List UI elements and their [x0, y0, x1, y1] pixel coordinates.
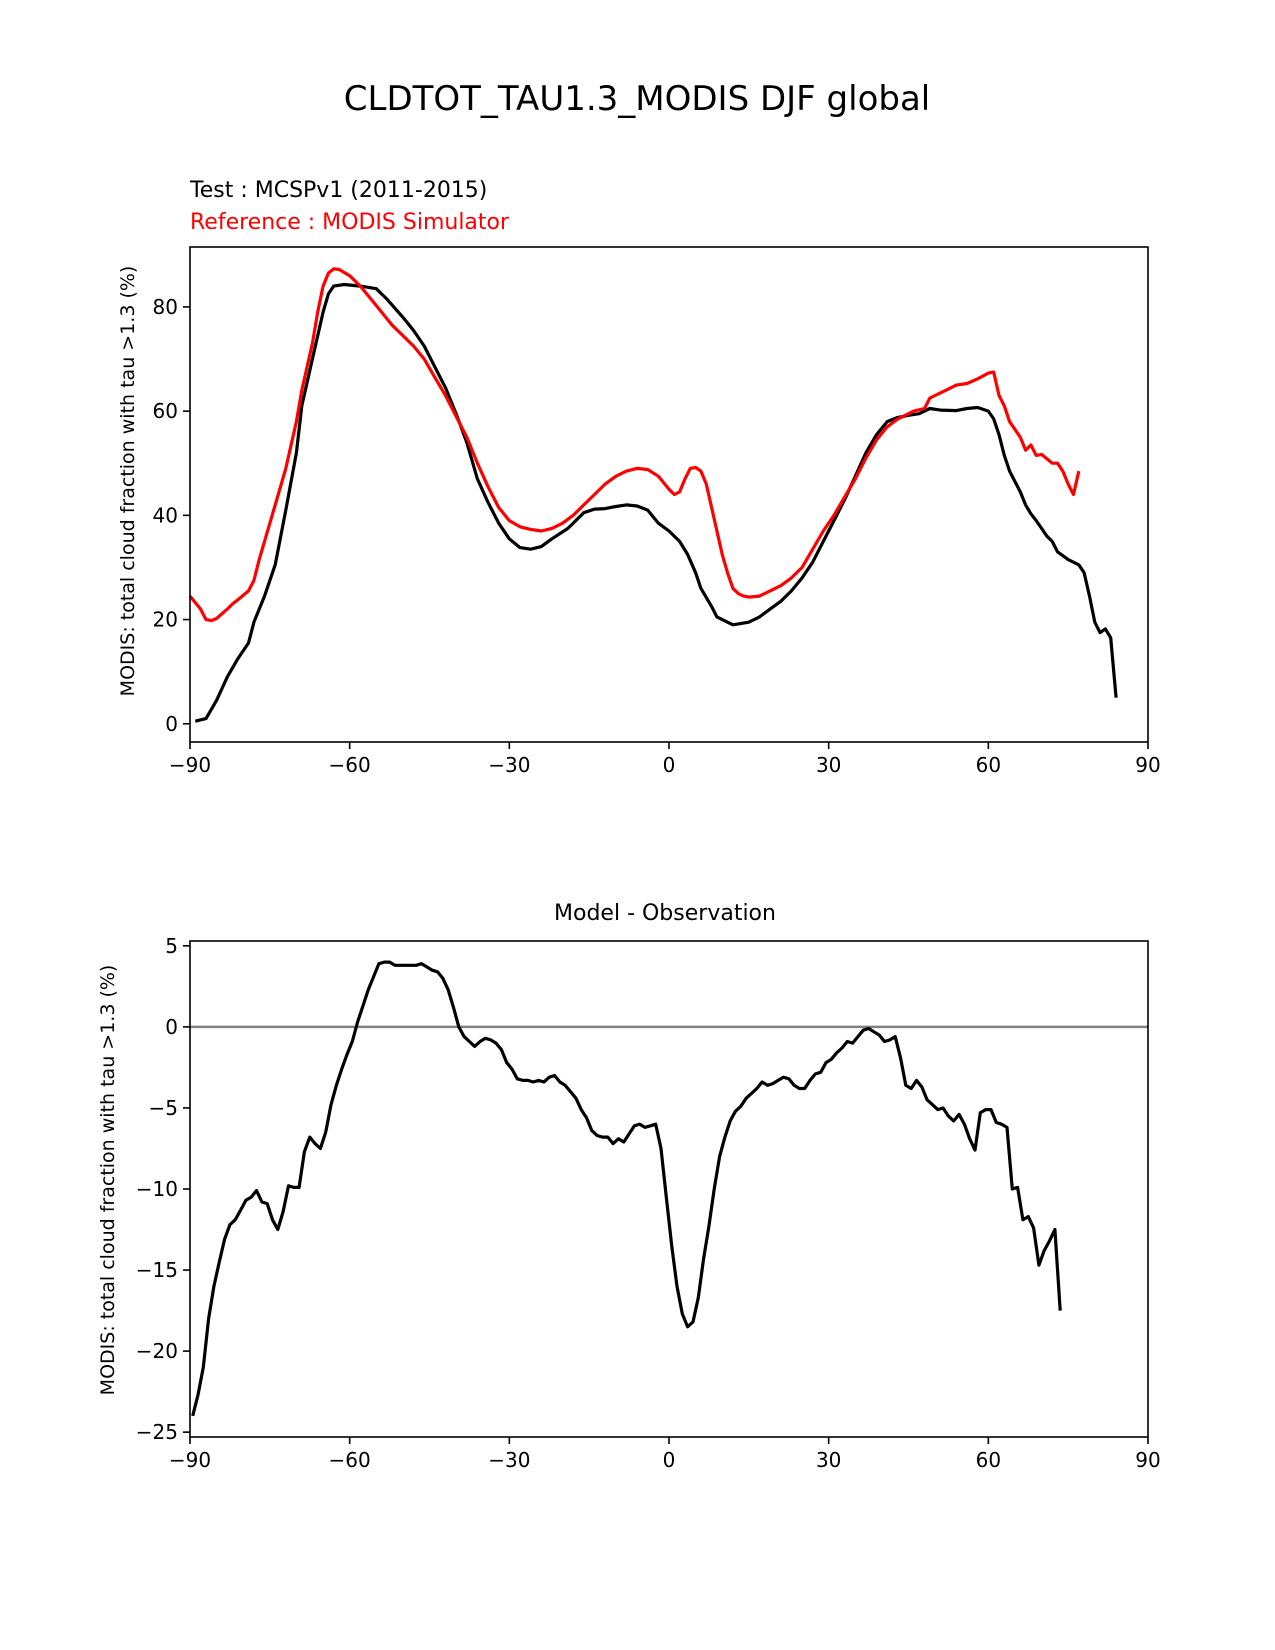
reference-label: Reference : MODIS Simulator [190, 210, 510, 235]
bottom-y-tick-label: −25 [136, 1420, 178, 1444]
top-y-tick-label: 60 [153, 399, 178, 423]
top-x-tick-label: −90 [169, 753, 211, 777]
top-y-tick-label: 40 [153, 503, 178, 527]
bottom-y-tick-label: −20 [136, 1339, 178, 1363]
bottom-x-tick-label: 0 [663, 1448, 676, 1472]
top-axes-frame [189, 246, 1149, 743]
bottom-y-tick-label: 0 [165, 1015, 178, 1039]
bottom-axes-frame [189, 940, 1149, 1438]
bottom-plot-area: −90 −60 −30 0 30 60 90 5 0 −5 −10 −15 −20 −25 [136, 934, 1161, 1472]
bottom-y-tick-label: 5 [165, 934, 178, 958]
bottom-y-tick-label: −10 [136, 1177, 178, 1201]
top-chart: Test : MCSPv1 (2011-2015) Reference : MO… [117, 178, 1161, 777]
bottom-chart: Model - Observation MODIS: total cloud f… [97, 901, 1161, 1472]
top-series-line-reference [188, 267, 1081, 623]
top-x-tick-label: 60 [976, 753, 1001, 777]
top-series-line-test [194, 282, 1118, 723]
bottom-chart-title: Model - Observation [554, 901, 776, 926]
top-x-tick-label: −60 [329, 753, 371, 777]
bottom-x-tick-label: −60 [329, 1448, 371, 1472]
top-y-tick-label: 20 [153, 608, 178, 632]
top-y-axis-label: MODIS: total cloud fraction with tau >1.… [117, 266, 139, 697]
top-x-tick-label: 30 [816, 753, 841, 777]
top-plot-area: −90 −60 −30 0 30 60 90 0 20 40 60 80 [153, 246, 1161, 777]
bottom-x-tick-label: −90 [169, 1448, 211, 1472]
bottom-x-tick-label: 90 [1135, 1448, 1160, 1472]
top-y-tick-label: 80 [153, 295, 178, 319]
top-x-tick-label: 90 [1135, 753, 1160, 777]
bottom-y-tick-label: −15 [136, 1258, 178, 1282]
bottom-x-tick-label: 30 [816, 1448, 841, 1472]
bottom-x-tick-label: −30 [488, 1448, 530, 1472]
figure-title: CLDTOT_TAU1.3_MODIS DJF global [344, 79, 930, 119]
bottom-x-tick-label: 60 [976, 1448, 1001, 1472]
top-x-tick-label: −30 [488, 753, 530, 777]
bottom-y-axis-label: MODIS: total cloud fraction with tau >1.… [97, 965, 119, 1396]
top-y-tick-label: 0 [165, 712, 178, 736]
top-x-tick-label: 0 [663, 753, 676, 777]
bottom-series-line-difference [191, 960, 1062, 1417]
test-label: Test : MCSPv1 (2011-2015) [189, 178, 487, 203]
bottom-y-tick-label: −5 [149, 1096, 178, 1120]
